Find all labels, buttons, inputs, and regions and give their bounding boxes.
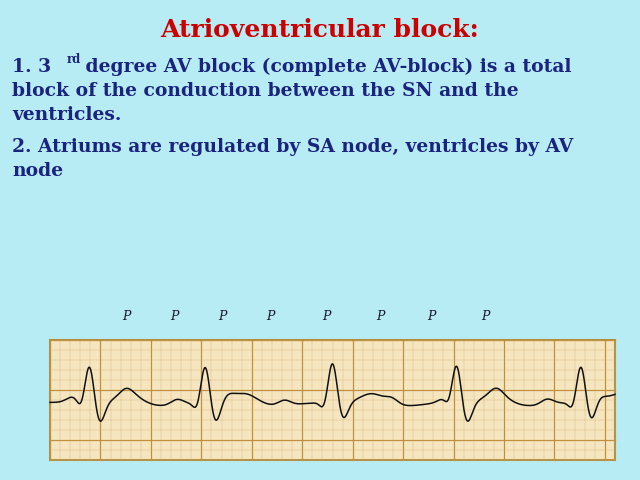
Text: P: P bbox=[122, 310, 131, 323]
Text: ventricles.: ventricles. bbox=[12, 106, 122, 124]
Text: degree AV block (complete AV-block) is a total: degree AV block (complete AV-block) is a… bbox=[79, 58, 572, 76]
Text: P: P bbox=[427, 310, 436, 323]
Text: P: P bbox=[170, 310, 179, 323]
Text: P: P bbox=[218, 310, 227, 323]
Text: 2. Atriums are regulated by SA node, ventricles by AV: 2. Atriums are regulated by SA node, ven… bbox=[12, 138, 573, 156]
Text: 1. 3: 1. 3 bbox=[12, 58, 51, 76]
Text: P: P bbox=[323, 310, 331, 323]
Text: P: P bbox=[481, 310, 489, 323]
Text: P: P bbox=[266, 310, 275, 323]
Text: block of the conduction between the SN and the: block of the conduction between the SN a… bbox=[12, 82, 518, 100]
Polygon shape bbox=[50, 340, 615, 460]
Text: rd: rd bbox=[67, 53, 81, 66]
Text: Atrioventricular block:: Atrioventricular block: bbox=[161, 18, 479, 42]
Text: P: P bbox=[376, 310, 385, 323]
Text: node: node bbox=[12, 162, 63, 180]
